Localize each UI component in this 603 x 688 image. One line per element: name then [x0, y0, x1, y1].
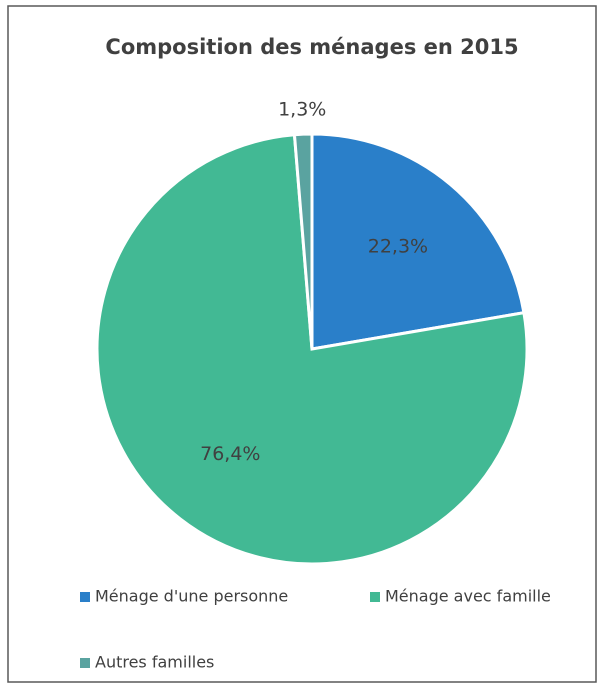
legend-swatch — [80, 658, 90, 668]
legend-label: Ménage avec famille — [385, 587, 551, 606]
data-label: 22,3% — [368, 236, 428, 258]
legend-swatch — [80, 592, 90, 602]
pie-slice — [310, 132, 526, 351]
pie-slice — [95, 133, 529, 566]
legend-label: Ménage d'une personne — [95, 587, 288, 606]
chart-title: Composition des ménages en 2015 — [105, 35, 518, 59]
data-label: 1,3% — [278, 99, 326, 121]
pie-slice — [292, 132, 314, 350]
legend-label: Autres familles — [95, 653, 214, 672]
data-label: 76,4% — [200, 443, 260, 465]
legend-swatch — [370, 592, 380, 602]
